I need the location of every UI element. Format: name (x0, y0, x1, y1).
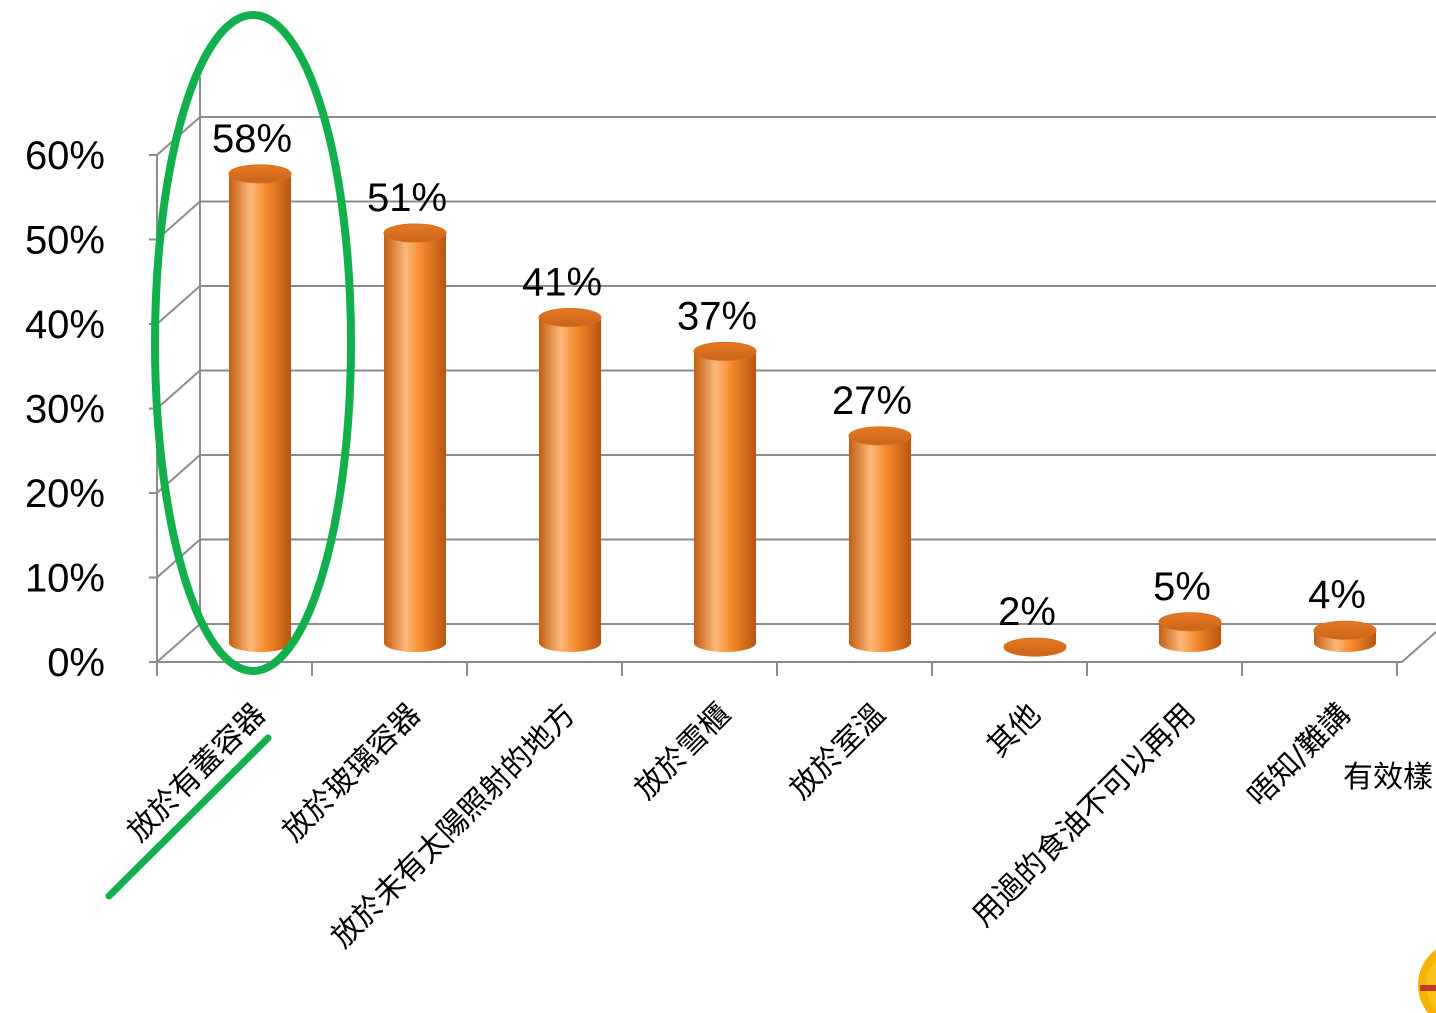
data-label: 5% (1153, 565, 1211, 609)
data-label: 37% (677, 294, 757, 338)
x-category-label: 放於雪櫃 (628, 697, 738, 807)
bar (228, 164, 292, 652)
y-tick-label: 50% (25, 219, 105, 263)
data-label: 2% (998, 590, 1056, 634)
bar-body (229, 173, 291, 652)
data-label: 58% (212, 117, 292, 161)
bar-body (694, 351, 756, 652)
highlight-annotation (105, 11, 355, 900)
y-tick-label: 20% (25, 472, 105, 516)
bar-top (383, 223, 447, 243)
bar-top (1313, 620, 1377, 640)
bar (538, 308, 602, 652)
x-category-label: 放於有蓋容器 (121, 697, 273, 849)
bar (848, 426, 912, 652)
bar-body (539, 317, 601, 652)
gridline-diagonal (156, 285, 201, 325)
floor-edge (1401, 630, 1436, 663)
x-category-label: 放於玻璃容器 (276, 697, 428, 849)
bar-top (538, 308, 602, 328)
bar (1313, 620, 1377, 652)
corner-logo-icon (1418, 949, 1436, 1013)
partial-category-label: 有效樣 (1343, 760, 1433, 795)
highlight-ellipse (151, 11, 355, 675)
bar-top (848, 426, 912, 446)
bar-body (849, 435, 911, 652)
data-label: 41% (522, 261, 602, 305)
y-tick-label: 60% (25, 134, 105, 178)
x-category-label: 其他 (980, 697, 1047, 764)
data-label: 27% (832, 379, 912, 423)
y-tick-label: 0% (47, 641, 105, 685)
gridline-diagonal (156, 623, 201, 663)
highlight-underline (105, 734, 272, 900)
y-tick-label: 40% (25, 303, 105, 347)
bar-top (228, 164, 292, 184)
y-tick-label: 30% (25, 388, 105, 432)
labels: 0% 10% 20% 30% 40% 50% 60% 58% 51% 41% 37% 27% 2% 5% 4… (25, 117, 1366, 685)
bar-top (1158, 612, 1222, 632)
bar-top (693, 341, 757, 361)
data-label: 4% (1308, 573, 1366, 617)
bar-body (384, 233, 446, 653)
axes (149, 154, 1436, 676)
x-category-label: 唔知/難講 (1241, 697, 1358, 814)
bar (383, 223, 447, 653)
gridline-diagonal (156, 369, 201, 410)
x-category-label: 放於室溫 (783, 697, 893, 807)
y-tick-label: 10% (25, 557, 105, 601)
bar (1003, 637, 1067, 657)
bar (1158, 612, 1222, 652)
data-label: 51% (367, 176, 447, 220)
bar (693, 341, 757, 652)
bar-top (1003, 637, 1067, 657)
bars (228, 164, 1377, 657)
